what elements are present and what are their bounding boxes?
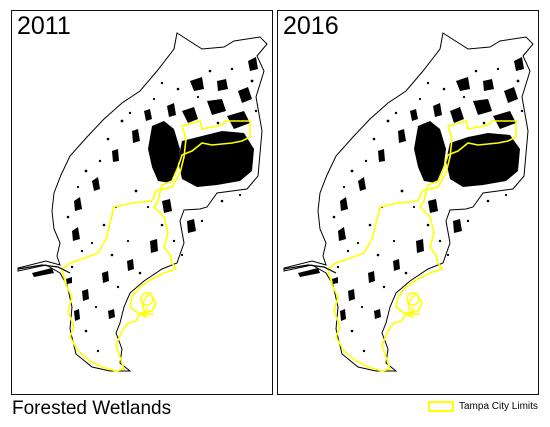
- wetland-speckles: [332, 67, 524, 353]
- city-limits-enclave: [406, 292, 420, 306]
- map-panel-2011: 2011: [11, 10, 273, 395]
- county-map: [283, 32, 534, 372]
- map-year-label: 2016: [283, 12, 339, 40]
- coast-line: [283, 264, 337, 274]
- coast-line: [17, 264, 71, 274]
- forested-wetlands: [32, 57, 258, 321]
- map-panel-2016: 2016: [277, 10, 539, 395]
- city-limits-pier: [406, 307, 420, 315]
- wetland-speckles: [66, 67, 258, 353]
- city-limits-pier: [140, 307, 154, 315]
- legend-label: Tampa City Limits: [459, 401, 538, 412]
- city-limits-enclave: [140, 292, 154, 306]
- forested-wetlands: [298, 57, 524, 321]
- city-limits-swatch: [428, 401, 454, 412]
- map-title: Forested Wetlands: [12, 398, 172, 419]
- map-year-label: 2011: [17, 12, 71, 40]
- legend: Tampa City Limits: [428, 401, 538, 412]
- county-map: [17, 32, 268, 372]
